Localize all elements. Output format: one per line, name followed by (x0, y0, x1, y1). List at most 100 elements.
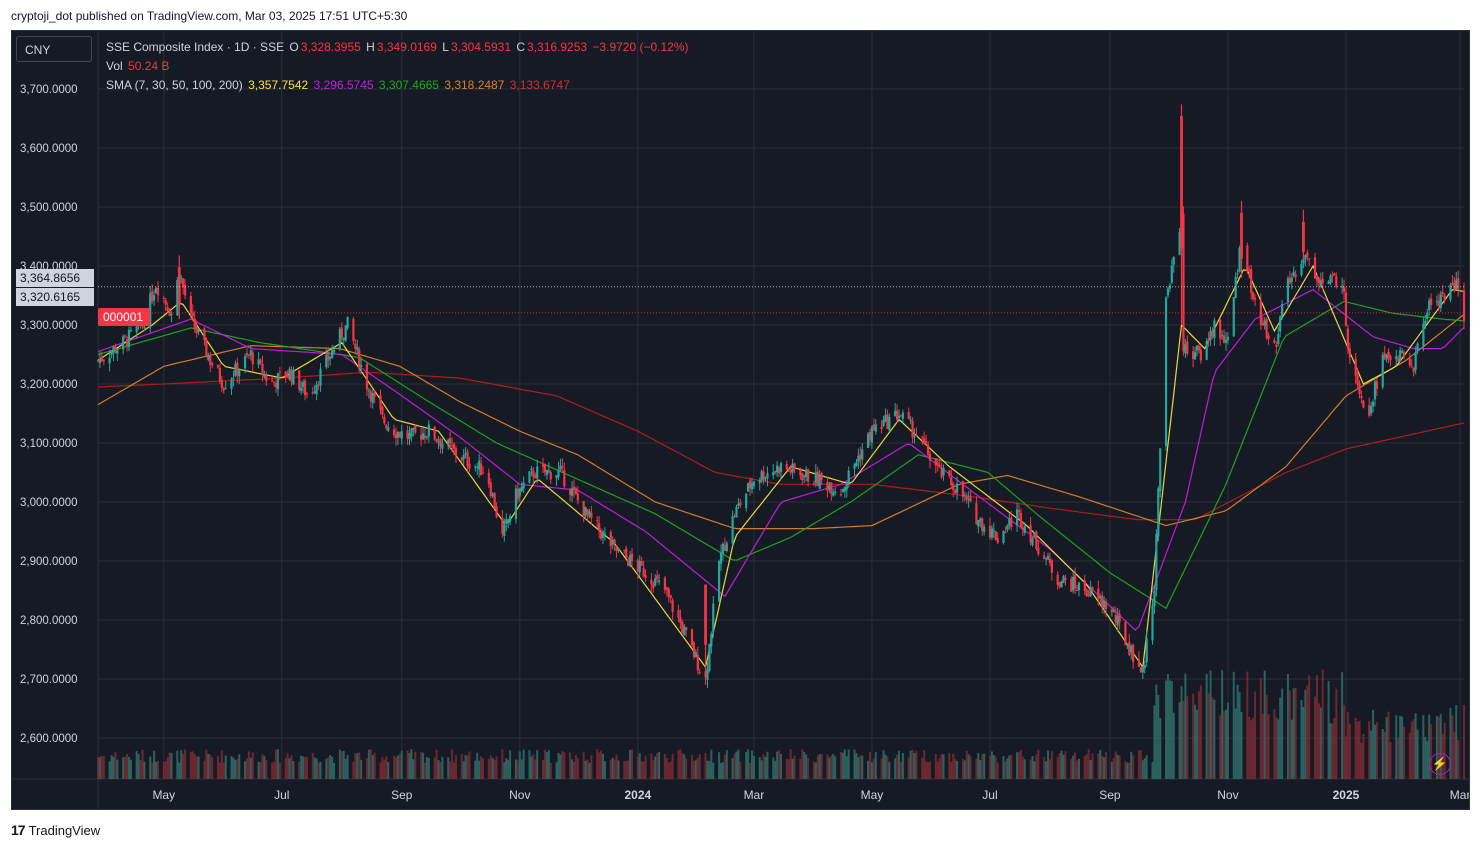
candle-body (319, 368, 322, 386)
candle-body (1277, 334, 1280, 345)
candle-body (845, 481, 848, 490)
candle-body (1435, 301, 1439, 303)
candle-body (1275, 344, 1278, 347)
candle-body (663, 578, 667, 590)
candle-body (1151, 605, 1154, 641)
candle-body (923, 438, 926, 443)
volume-bar (1387, 711, 1390, 779)
volume-bar (275, 749, 278, 779)
candle-body (261, 363, 264, 375)
candle-body (1085, 589, 1088, 597)
volume-bar (466, 755, 469, 779)
currency-button[interactable]: CNY (16, 36, 92, 62)
candle-body (1153, 590, 1156, 607)
volume-bar (625, 760, 628, 779)
y-tick-label: 3,500.0000 (20, 202, 78, 214)
volume-bar (97, 756, 99, 779)
volume-bar (503, 762, 506, 779)
volume-bar (1403, 726, 1406, 779)
volume-bar (874, 752, 877, 779)
candle-body (694, 652, 697, 658)
x-axis-labels: May Jul Sep Nov 2024 Mar May Jul Sep Nov 2025 Mar (152, 788, 1469, 802)
volume-bar (1370, 730, 1373, 779)
candle-body (787, 468, 790, 470)
candle-body (381, 406, 384, 415)
volume-bar (712, 762, 715, 779)
volume-bar (1010, 754, 1013, 779)
candle-body (414, 425, 417, 433)
candle-body (706, 669, 709, 680)
candle-body (433, 426, 436, 440)
volume-bar (135, 750, 138, 779)
volume-bar (1101, 756, 1104, 779)
candle-body (1072, 576, 1075, 591)
volume-bar (1019, 750, 1022, 779)
volume-bar (1050, 751, 1053, 779)
volume-bar (656, 752, 659, 779)
candle-body (1104, 601, 1108, 610)
flash-icon[interactable]: ⚡ (1429, 753, 1451, 775)
volume-bar (247, 751, 250, 779)
candle-body (1058, 581, 1061, 587)
candle-body (1408, 358, 1411, 366)
volume-bar (952, 753, 955, 779)
volume-bar (1277, 719, 1280, 779)
candle-body (969, 496, 972, 501)
volume-bar (98, 757, 101, 779)
volume-bar (189, 751, 192, 779)
candle-body (166, 307, 169, 312)
volume-bar (423, 762, 426, 779)
candle-body (1035, 531, 1038, 550)
volume-bar (412, 759, 415, 779)
candle-body (967, 499, 970, 501)
volume-bar (1439, 714, 1442, 779)
candle-body (777, 467, 781, 474)
candle-body (1424, 320, 1427, 325)
candle-body (671, 600, 674, 612)
volume-bar (354, 753, 357, 779)
candle-body (123, 335, 127, 337)
candle-body (1044, 558, 1048, 560)
volume-bar (559, 754, 562, 779)
candle-body (913, 435, 916, 437)
price-chart[interactable]: 3,700.00003,600.00003,500.00003,400.0000… (12, 31, 1469, 809)
volume-bar (720, 762, 723, 779)
candle-body (735, 506, 738, 518)
grid (12, 31, 1469, 809)
volume-bar (723, 754, 726, 779)
candle-body (1199, 349, 1202, 361)
volume-bar (114, 752, 117, 779)
volume-bar (1397, 737, 1400, 779)
volume-bar (346, 755, 349, 779)
candle-body (975, 502, 978, 525)
candle-body (963, 494, 966, 496)
volume-bar (843, 749, 846, 779)
candle-body (371, 392, 374, 403)
volume-bar (1250, 720, 1253, 779)
candle-body (1250, 269, 1253, 293)
candle-body (1060, 581, 1063, 588)
candle-body (1261, 323, 1264, 326)
candle-body (861, 449, 864, 460)
volume-bar (816, 755, 819, 779)
candle-body (1221, 335, 1224, 337)
volume-bar (143, 761, 146, 779)
candle-body (373, 392, 376, 397)
candle-body (129, 330, 132, 332)
candle-body (1091, 587, 1094, 591)
chart-frame[interactable]: 3,700.0000 3,600.0000 3,500.0000 3,400.0000… (11, 30, 1470, 810)
volume-bar (617, 760, 620, 779)
volume-bar (408, 753, 411, 779)
volume-bar (996, 762, 999, 779)
candle-body (1410, 365, 1413, 367)
candle-body (698, 671, 701, 673)
volume-bar (514, 759, 517, 779)
vol-label: Vol (106, 59, 123, 73)
candle-body (1344, 292, 1348, 326)
candle-body (315, 384, 318, 395)
volume-bar (669, 761, 672, 779)
candle-body (926, 444, 930, 455)
volume-bar (360, 759, 363, 779)
sma-label: SMA (7, 30, 50, 100, 200) (106, 78, 243, 92)
volume-bar (1315, 675, 1318, 779)
